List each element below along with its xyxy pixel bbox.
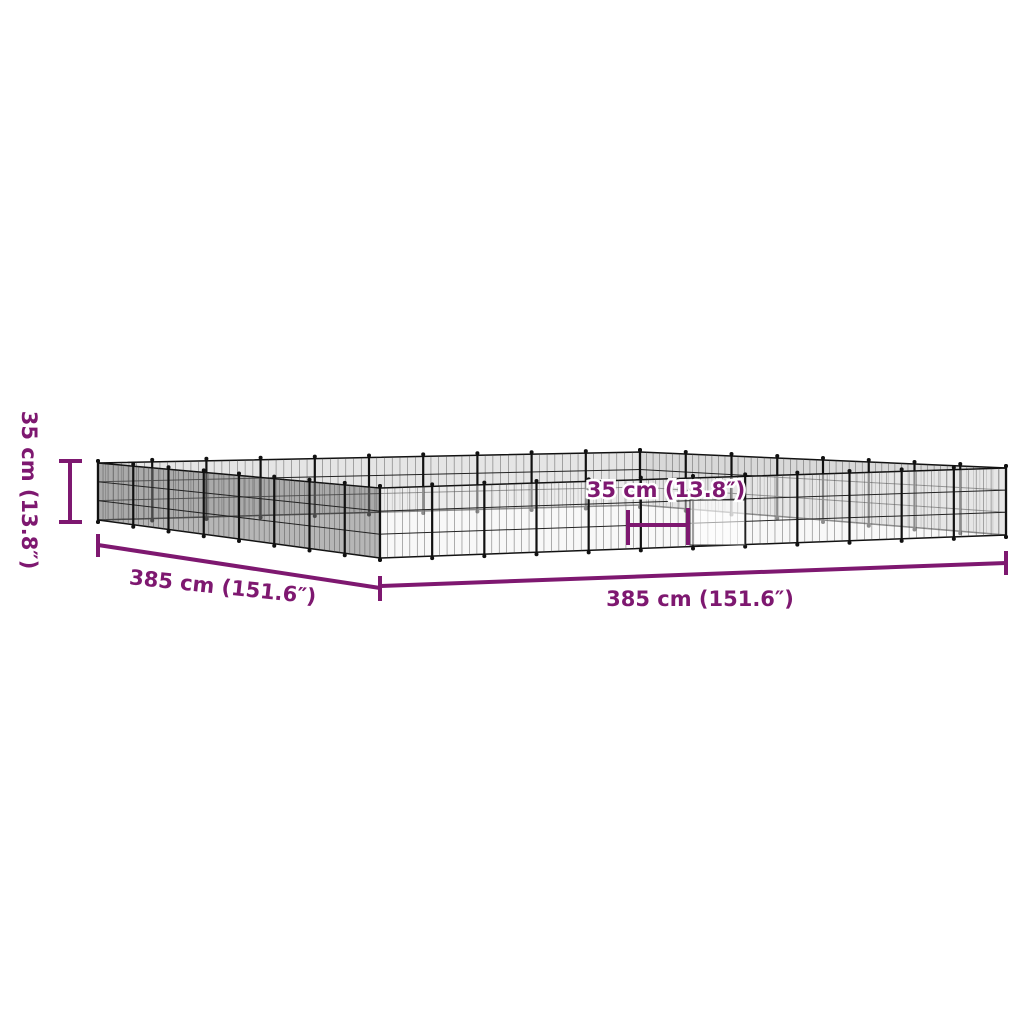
- post-connector: [166, 529, 171, 534]
- post-connector: [583, 449, 588, 454]
- post-connector: [307, 548, 312, 553]
- post-connector: [204, 456, 209, 461]
- post-connector: [691, 546, 695, 551]
- post-connector: [272, 543, 277, 548]
- post-connector: [258, 455, 263, 460]
- post-connector: [482, 554, 487, 559]
- post-connector: [201, 468, 206, 473]
- post-connector: [430, 556, 435, 561]
- post-connector: [866, 458, 871, 462]
- post-connector: [96, 459, 100, 463]
- post-connector: [430, 482, 435, 487]
- post-connector: [899, 538, 904, 543]
- post-connector: [237, 471, 241, 476]
- post-connector: [312, 454, 317, 459]
- depth-dimension-line: [96, 534, 382, 601]
- post-connector: [729, 452, 734, 456]
- post-connector: [847, 540, 852, 545]
- post-connector: [1004, 535, 1008, 539]
- door-panel: [689, 499, 746, 546]
- post-connector: [367, 453, 371, 458]
- post-connector: [534, 552, 539, 557]
- post-connector: [638, 448, 642, 452]
- post-connector: [586, 477, 591, 482]
- door-label: 35 cm (13.8″): [587, 478, 746, 502]
- width-label: 385 cm (151.6″): [606, 587, 794, 611]
- post-connector: [691, 474, 695, 478]
- post-connector: [378, 484, 382, 488]
- post-connector: [638, 548, 643, 553]
- post-connector: [795, 470, 800, 475]
- height-dimension-line: [59, 459, 82, 524]
- post-connector: [1004, 464, 1008, 468]
- post-connector: [166, 465, 171, 470]
- post-connector: [586, 550, 591, 555]
- post-connector: [475, 451, 480, 456]
- post-connector: [775, 454, 780, 458]
- width-dimension-line: [379, 551, 1008, 588]
- post-connector: [482, 480, 487, 485]
- post-connector: [795, 542, 800, 547]
- post-connector: [150, 457, 155, 462]
- playpen-illustration: [96, 448, 1008, 562]
- post-connector: [743, 544, 748, 549]
- post-connector: [342, 553, 347, 558]
- post-connector: [201, 534, 206, 539]
- post-connector: [421, 452, 426, 457]
- post-connector: [534, 479, 539, 483]
- post-connector: [342, 480, 347, 485]
- post-connector: [743, 472, 748, 477]
- post-connector: [847, 469, 852, 473]
- post-connector: [131, 462, 136, 467]
- post-connector: [378, 558, 382, 562]
- post-connector: [951, 536, 956, 541]
- post-connector: [272, 474, 277, 479]
- post-connector: [307, 477, 312, 482]
- post-connector: [131, 524, 136, 529]
- door-dimension-line: [626, 508, 690, 545]
- post-connector: [237, 539, 241, 543]
- post-connector: [958, 462, 963, 466]
- depth-label: 385 cm (151.6″): [128, 565, 317, 608]
- post-connector: [529, 450, 534, 455]
- post-connector: [951, 465, 956, 470]
- post-connector: [96, 520, 100, 524]
- post-connector: [821, 456, 825, 460]
- post-connector: [899, 467, 904, 472]
- post-connector: [683, 450, 688, 454]
- height-label: 35 cm (13.8″): [17, 411, 41, 570]
- post-connector: [912, 460, 917, 464]
- post-connector: [638, 475, 643, 480]
